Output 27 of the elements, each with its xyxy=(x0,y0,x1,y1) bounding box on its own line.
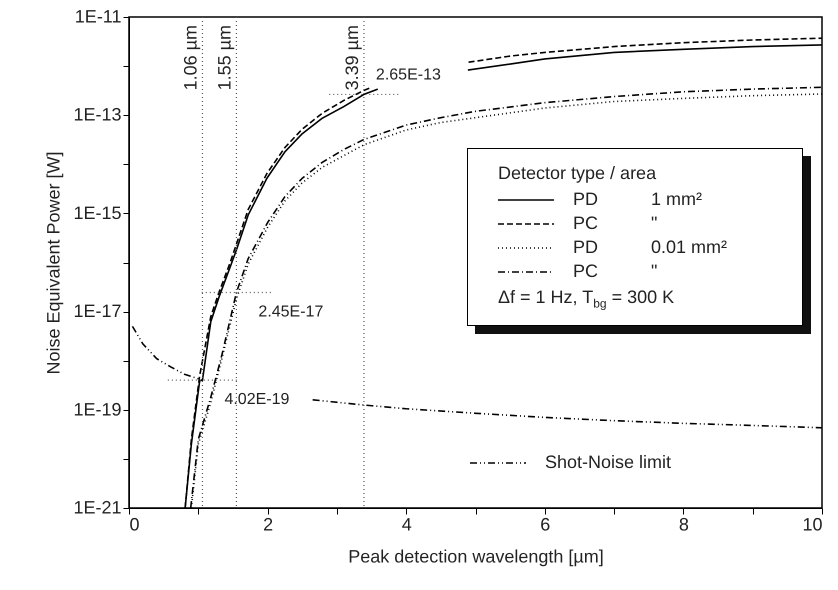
x-tick-label: 4 xyxy=(402,514,412,534)
x-tick-label: 6 xyxy=(540,514,550,534)
y-tick-label: 1E-13 xyxy=(73,104,122,125)
text: PC " xyxy=(573,212,658,232)
y-tick-label: 1E-11 xyxy=(74,6,122,26)
annotation: 4.02E-19 xyxy=(224,391,290,408)
ref-line-label: 1.06 µm xyxy=(180,25,200,90)
y-axis-title: Noise Equivalent Power [W] xyxy=(43,151,64,375)
ref-line-label: 1.55 µm xyxy=(214,25,234,90)
x-tick-label: 0 xyxy=(130,514,140,534)
ref-line-label: 3.39 µm xyxy=(342,25,362,90)
legend-title: Detector type / area xyxy=(498,163,658,185)
legend-label: Shot-Noise limit xyxy=(545,452,672,472)
x-tick-label: 2 xyxy=(263,514,274,534)
x-tick-label: 8 xyxy=(678,514,689,534)
text: PD 1 mm² xyxy=(573,188,702,208)
y-tick-label: 1E-19 xyxy=(73,399,122,420)
annotation: Δf = 1 Hz, T$_{bg}$ = 300 K xyxy=(498,287,676,311)
y-tick-label: 1E-15 xyxy=(73,202,122,223)
y-tick-label: 1E-21 xyxy=(73,498,122,518)
annotation: 2.45E-17 xyxy=(258,303,324,320)
y-tick-label: 1E-17 xyxy=(73,301,122,322)
annotation: 2.65E-13 xyxy=(376,66,441,84)
x-axis-title: Peak detection wavelength [µm] xyxy=(348,546,604,566)
x-tick-label: 10 xyxy=(802,514,822,534)
text: PC " xyxy=(573,260,658,280)
text: PD 0.01 mm² xyxy=(573,236,728,256)
